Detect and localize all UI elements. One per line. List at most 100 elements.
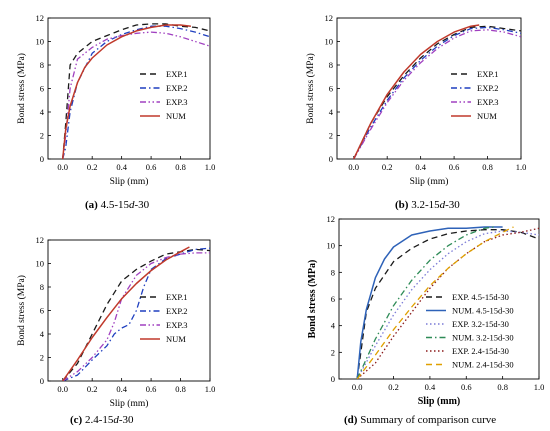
series-line xyxy=(356,226,494,379)
y-tick-label: 8 xyxy=(40,60,44,70)
series-line xyxy=(62,247,210,381)
y-tick-label: 8 xyxy=(331,267,335,277)
y-tick-label: 4 xyxy=(40,107,45,117)
panel-caption: (d) Summary of comparison curve xyxy=(344,414,496,426)
legend-label: EXP.2 xyxy=(477,83,499,93)
series-line xyxy=(62,246,190,381)
series-line xyxy=(356,230,539,379)
legend-label: NUM. 2.4-15d-30 xyxy=(452,360,514,370)
legend-label: EXP.3 xyxy=(477,97,499,107)
y-axis-label: Bond stress (MPa) xyxy=(16,275,27,346)
legend: EXP.1 EXP.2 EXP.3 NUM xyxy=(140,69,188,121)
y-axis-label: Bond stress (MPa) xyxy=(16,53,27,124)
x-tick-label: 0.2 xyxy=(382,162,393,172)
legend: EXP.1 EXP.2 EXP.3 NUM xyxy=(140,292,188,344)
y-tick-label: 12 xyxy=(36,13,45,23)
x-tick-label: 0.4 xyxy=(116,162,127,172)
x-tick-label: 0.8 xyxy=(482,162,493,172)
x-tick-label: 1.0 xyxy=(534,382,545,392)
legend-label: NUM. 4.5-15d-30 xyxy=(452,306,514,316)
y-tick-label: 4 xyxy=(329,107,334,117)
y-tick-label: 12 xyxy=(327,214,336,224)
legend-label: NUM xyxy=(166,111,186,121)
x-tick-label: 0.6 xyxy=(449,162,460,172)
series-line xyxy=(62,25,210,159)
x-tick-label: 0.2 xyxy=(87,162,98,172)
y-tick-label: 10 xyxy=(36,259,45,269)
x-tick-label: 0.2 xyxy=(388,382,399,392)
series-line xyxy=(62,23,210,159)
y-tick-label: 12 xyxy=(36,235,45,245)
legend-label: EXP.1 xyxy=(166,292,188,302)
panel-d: 0.0 0.2 0.4 0.6 0.8 1.0 0 2 4 6 8 10 12 Slip (mm) Bond… xyxy=(307,214,544,426)
legend-label: EXP. 4.5-15d-30 xyxy=(452,292,509,302)
y-tick-label: 8 xyxy=(329,60,333,70)
y-tick-label: 4 xyxy=(331,321,336,331)
y-tick-label: 10 xyxy=(327,241,336,251)
panel-a: 0.0 0.2 0.4 0.6 0.8 1.0 0 2 4 6 8 10 12 Slip (mm) Bond… xyxy=(16,13,215,211)
legend-label: EXP. 3.2-15d-30 xyxy=(452,319,509,329)
x-tick-label: 0.0 xyxy=(352,382,363,392)
y-tick-label: 6 xyxy=(40,306,44,316)
x-tick-label: 1.0 xyxy=(516,162,527,172)
x-tick-label: 0.2 xyxy=(87,384,98,394)
x-tick-label: 0.0 xyxy=(57,384,68,394)
legend-label: EXP.3 xyxy=(166,320,188,330)
legend: EXP. 4.5-15d-30 NUM. 4.5-15d-30 EXP. 3.2-1… xyxy=(426,292,514,370)
x-tick-label: 1.0 xyxy=(205,384,216,394)
y-tick-label: 0 xyxy=(40,376,44,386)
series-line xyxy=(353,29,521,159)
series-line xyxy=(61,24,191,159)
panel-b: 0.0 0.2 0.4 0.6 0.8 1.0 0 2 4 6 8 10 12 Slip (mm) Bond… xyxy=(305,13,526,211)
x-axis-label: Slip (mm) xyxy=(410,176,449,187)
panel-caption: (b) 3.2-15d-30 xyxy=(395,199,460,211)
x-tick-label: 0.0 xyxy=(57,162,68,172)
series-line xyxy=(353,24,480,159)
x-axis-label: Slip (mm) xyxy=(110,176,149,187)
legend-label: EXP.2 xyxy=(166,83,188,93)
y-tick-label: 0 xyxy=(329,154,333,164)
series-line xyxy=(353,25,521,159)
legend-label: NUM xyxy=(477,111,497,121)
legend-label: NUM. 3.2-15d-30 xyxy=(452,333,514,343)
legend-label: EXP.1 xyxy=(477,69,499,79)
series-line xyxy=(62,31,210,159)
x-tick-label: 0.4 xyxy=(116,384,127,394)
panel-caption: (c) 2.4-15d-30 xyxy=(70,414,134,426)
y-tick-label: 2 xyxy=(40,353,44,363)
x-tick-label: 1.0 xyxy=(205,162,216,172)
y-tick-label: 6 xyxy=(40,84,44,94)
legend-label: EXP.2 xyxy=(166,306,188,316)
y-tick-label: 10 xyxy=(36,37,45,47)
x-tick-label: 0.4 xyxy=(415,162,426,172)
y-tick-label: 0 xyxy=(331,374,335,384)
series-line xyxy=(356,227,539,379)
series-line xyxy=(356,229,539,379)
panel-c: 0.0 0.2 0.4 0.6 0.8 1.0 0 2 4 6 8 10 12 Slip (mm) Bond… xyxy=(16,235,215,426)
series-line xyxy=(356,226,503,379)
y-tick-label: 6 xyxy=(331,294,335,304)
x-axis-label: Slip (mm) xyxy=(418,396,461,407)
x-tick-label: 0.6 xyxy=(461,382,472,392)
y-tick-label: 8 xyxy=(40,282,44,292)
series-line xyxy=(62,248,210,381)
x-tick-label: 0.8 xyxy=(175,162,186,172)
legend-label: EXP.3 xyxy=(166,97,188,107)
y-tick-label: 0 xyxy=(40,154,44,164)
x-axis-label: Slip (mm) xyxy=(110,398,149,409)
x-tick-label: 0.6 xyxy=(146,162,157,172)
legend: EXP.1 EXP.2 EXP.3 NUM xyxy=(451,69,499,121)
y-tick-label: 4 xyxy=(40,329,45,339)
series-line xyxy=(62,252,210,381)
x-tick-label: 0.8 xyxy=(175,384,186,394)
x-tick-label: 0.8 xyxy=(497,382,508,392)
legend-label: EXP.1 xyxy=(166,69,188,79)
x-tick-label: 0.0 xyxy=(348,162,359,172)
legend-label: EXP. 2.4-15d-30 xyxy=(452,346,509,356)
x-tick-label: 0.6 xyxy=(146,384,157,394)
y-tick-label: 2 xyxy=(329,131,333,141)
panel-caption: (a) 4.5-15d-30 xyxy=(85,199,150,211)
y-axis-label: Bond stress (MPa) xyxy=(307,260,318,339)
y-tick-label: 6 xyxy=(329,84,333,94)
